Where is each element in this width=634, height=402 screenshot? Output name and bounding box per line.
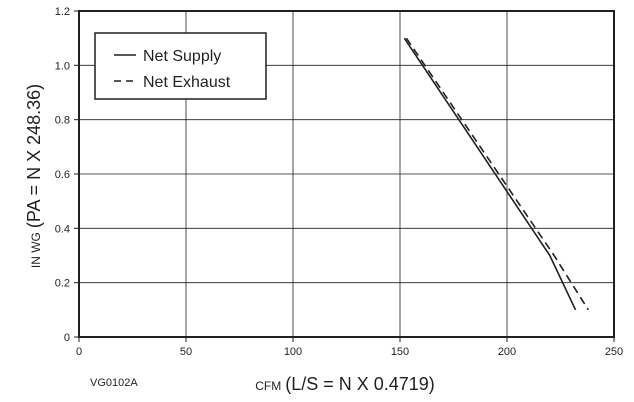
x-axis-label: CFM (L/S = N X 0.4719): [255, 374, 435, 394]
series-line-net-exhaust: [405, 37, 589, 311]
x-tick-label: 250: [605, 346, 623, 358]
x-tick-label: 200: [498, 346, 516, 358]
series-line-net-supply: [403, 37, 577, 311]
x-tick-label: 100: [284, 346, 302, 358]
legend-box: [94, 32, 267, 100]
x-tick-label: 50: [180, 346, 192, 358]
legend-label-net-exhaust: Net Exhaust: [143, 74, 231, 91]
y-tick-label: 1.0: [55, 60, 70, 72]
plot-area-border: [78, 10, 615, 338]
y-tick-label: 0.6: [55, 169, 70, 181]
y-tick-label: 0.4: [55, 223, 70, 235]
y-tick-label: 0: [64, 332, 70, 344]
y-tick-label: 1.2: [55, 6, 70, 18]
y-tick-label: 0.8: [55, 115, 70, 127]
figure-code: VG0102A: [90, 377, 138, 389]
legend: Net Supply Net Exhaust: [94, 32, 267, 100]
x-axis-label-conversion: (L/S = N X 0.4719): [285, 374, 435, 394]
y-tick-label: 0.2: [55, 278, 70, 290]
axis-ticks: 0 50 100 150 200 250 0 0.2 0.4 0.6 0.8 1.0 1.2: [55, 6, 623, 358]
y-axis-label: IN WG (PA = N X 248.36): [24, 84, 44, 268]
x-tick-label: 0: [76, 346, 82, 358]
y-axis-label-conversion: (PA = N X 248.36): [24, 84, 44, 228]
legend-label-net-supply: Net Supply: [143, 48, 221, 65]
series-lines: [403, 37, 589, 311]
x-axis-label-units: CFM: [255, 379, 281, 393]
y-axis-label-units: IN WG: [29, 232, 43, 268]
x-tick-label: 150: [391, 346, 409, 358]
